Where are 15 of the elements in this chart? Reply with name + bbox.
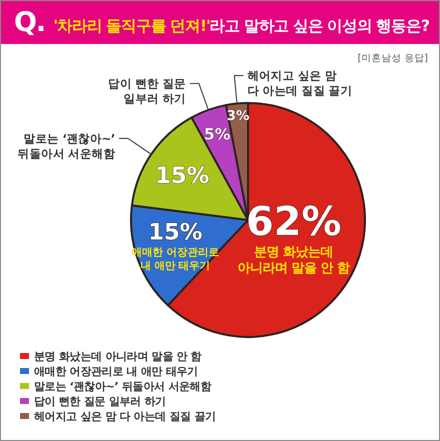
legend-label: 헤어지고 싶은 맘 다 아는데 질질 끌기: [34, 410, 216, 423]
slice-label: 답이 뻔한 질문 일부러 하기: [108, 76, 186, 106]
legend-label: 분명 화났는데 아니라며 말을 안 함: [34, 350, 202, 363]
legend-label: 애매한 어장관리로 내 애만 태우기: [34, 365, 198, 378]
legend-label: 답이 뻔한 질문 일부러 하기: [34, 395, 166, 408]
chart-title: Q. '차라리 돌직구를 던져!'라고 말하고 싶은 이성의 행동은?: [14, 7, 430, 38]
data-label: 5%: [204, 126, 231, 144]
text: [미혼남성 응답]: [358, 53, 428, 64]
slice-label: 분명 화났는데 아니라며 말을 안 함: [238, 245, 350, 276]
slice-label: 말로는 ‘괜찮아~’ 뒤돌아서 서운해함: [18, 131, 116, 160]
slice-label: 헤어지고 싶은 맘 다 아는데 질질 끌기: [247, 68, 352, 98]
data-label: 15%: [148, 220, 202, 246]
data-label: 62%: [246, 198, 342, 245]
data-label: 15%: [155, 163, 210, 190]
legend-label: 말로는 ‘괜찮아~’ 뒤돌아서 서운해함: [34, 380, 212, 393]
